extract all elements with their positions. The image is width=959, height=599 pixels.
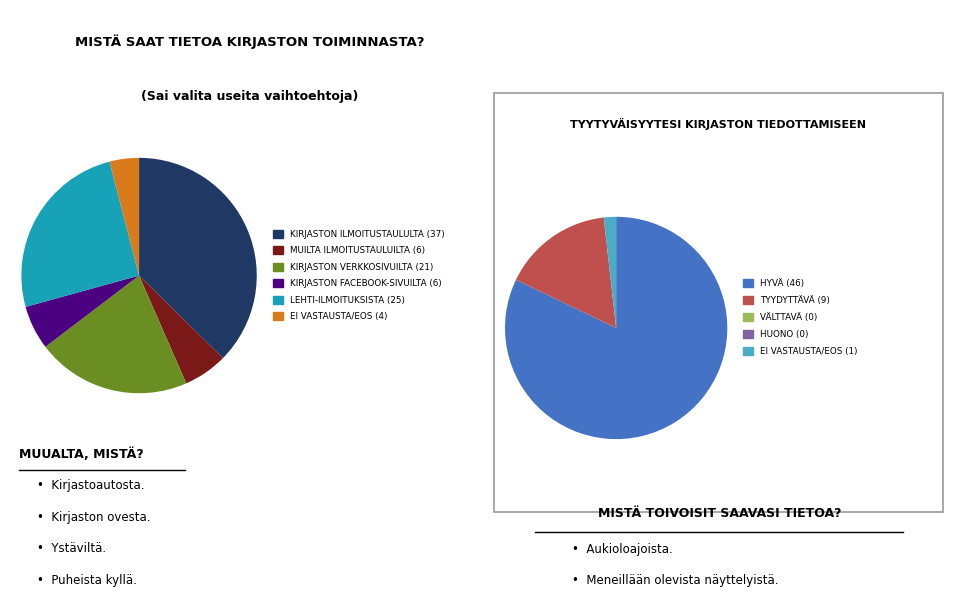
- Text: •  Puheista kyllä.: • Puheista kyllä.: [37, 574, 137, 586]
- Text: MISTÄ SAAT TIETOA KIRJASTON TOIMINNASTA?: MISTÄ SAAT TIETOA KIRJASTON TOIMINNASTA?: [75, 35, 424, 50]
- Wedge shape: [26, 276, 139, 347]
- Legend: KIRJASTON ILMOITUSTAULULTA (37), MUILTA ILMOITUSTAULUILTA (6), KIRJASTON VERKKOS: KIRJASTON ILMOITUSTAULULTA (37), MUILTA …: [273, 230, 445, 321]
- Wedge shape: [505, 217, 727, 439]
- Text: (Sai valita useita vaihtoehtoja): (Sai valita useita vaihtoehtoja): [141, 90, 358, 102]
- Text: TYYTYVÄISYYTESI KIRJASTON TIEDOTTAMISEEN: TYYTYVÄISYYTESI KIRJASTON TIEDOTTAMISEEN: [571, 118, 866, 131]
- Text: •  Ystäviltä.: • Ystäviltä.: [37, 542, 106, 555]
- Wedge shape: [604, 217, 617, 328]
- Text: MISTÄ TOIVOISIT SAAVASI TIETOA?: MISTÄ TOIVOISIT SAAVASI TIETOA?: [597, 507, 841, 520]
- Wedge shape: [21, 162, 139, 307]
- Legend: HYVÄ (46), TYYDYTTÄVÄ (9), VÄLTTAVÄ (0), HUONO (0), EI VASTAUSTA/EOS (1): HYVÄ (46), TYYDYTTÄVÄ (9), VÄLTTAVÄ (0),…: [743, 279, 857, 356]
- Wedge shape: [604, 217, 616, 328]
- Wedge shape: [603, 217, 616, 328]
- Text: •  Kirjastoautosta.: • Kirjastoautosta.: [37, 479, 145, 492]
- Text: •  Aukioloajoista.: • Aukioloajoista.: [572, 543, 672, 556]
- Wedge shape: [139, 276, 222, 383]
- Text: •  Meneillään olevista näyttelyistä.: • Meneillään olevista näyttelyistä.: [572, 574, 779, 587]
- Wedge shape: [45, 276, 186, 393]
- Wedge shape: [139, 158, 257, 358]
- Text: MUUALTA, MISTÄ?: MUUALTA, MISTÄ?: [19, 448, 144, 461]
- Text: •  Kirjaston ovesta.: • Kirjaston ovesta.: [37, 510, 151, 524]
- Wedge shape: [109, 158, 139, 276]
- Wedge shape: [516, 217, 616, 328]
